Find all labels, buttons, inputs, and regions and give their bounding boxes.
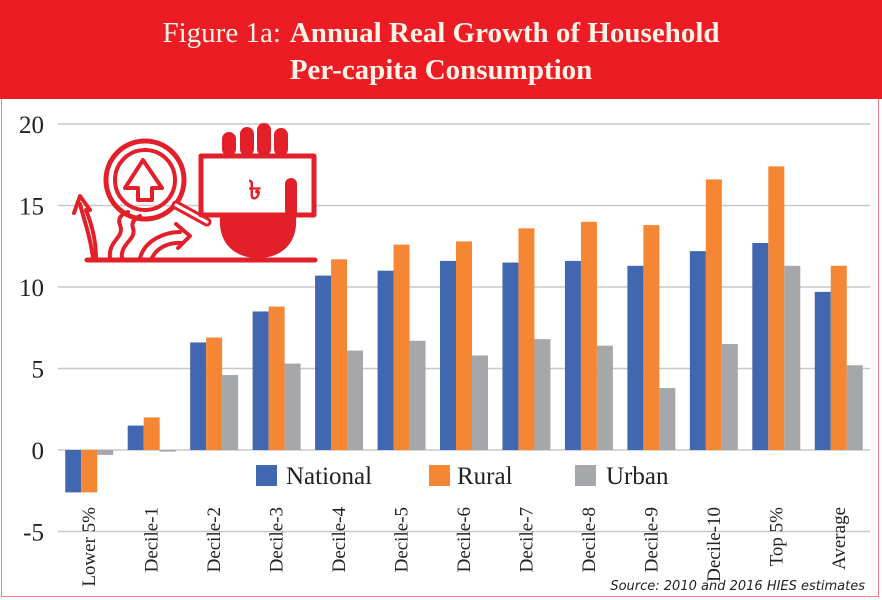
bar-urban bbox=[721, 344, 738, 450]
figure-title-part2: Per-capita Consumption bbox=[289, 54, 593, 86]
bar-group bbox=[689, 179, 738, 451]
bar-urban bbox=[97, 450, 114, 455]
x-tick-label: Decile-3 bbox=[267, 507, 288, 572]
bar-national bbox=[190, 342, 207, 450]
x-tick-label: Decile-2 bbox=[204, 507, 225, 572]
bar-urban bbox=[159, 450, 176, 452]
x-tick-label: Decile-5 bbox=[392, 507, 413, 572]
legend-swatch-national bbox=[256, 465, 277, 486]
bar-rural bbox=[768, 166, 785, 450]
bar-national bbox=[814, 291, 831, 450]
bar-national bbox=[689, 251, 706, 450]
taka-symbol-icon: ৳ bbox=[249, 176, 262, 206]
bar-rural bbox=[580, 221, 597, 450]
figure-number: Figure 1a: bbox=[162, 17, 281, 49]
bar-rural bbox=[518, 228, 535, 450]
bar-rural bbox=[143, 417, 160, 450]
figure-title-part1: Annual Real Growth of Household bbox=[289, 17, 720, 49]
bar-group bbox=[252, 306, 301, 450]
y-tick-label: 0 bbox=[32, 438, 45, 465]
legend-swatch-rural bbox=[429, 465, 450, 486]
x-tick-label: Decile-1 bbox=[142, 507, 163, 572]
x-tick-label: Decile-9 bbox=[641, 507, 662, 572]
x-tick-label: Decile-6 bbox=[454, 507, 475, 572]
bar-rural bbox=[268, 306, 285, 450]
bar-urban bbox=[659, 388, 676, 450]
chart-frame bbox=[1, 99, 879, 597]
bar-group bbox=[752, 166, 801, 450]
bar-national bbox=[65, 450, 82, 493]
x-tick-label: Average bbox=[829, 507, 850, 570]
bar-urban bbox=[534, 339, 551, 450]
bar-national bbox=[377, 270, 394, 450]
y-tick-label: 20 bbox=[19, 112, 44, 139]
bar-national bbox=[127, 425, 144, 450]
bar-group bbox=[627, 225, 676, 450]
bar-national bbox=[627, 265, 644, 450]
y-tick-label: 5 bbox=[32, 357, 45, 384]
bar-group bbox=[127, 417, 176, 452]
growth-magnifier-taka-hand-icon: ৳ bbox=[72, 123, 318, 263]
y-tick-label: -5 bbox=[23, 520, 44, 547]
x-axis-labels: Lower 5% Decile-1 Decile-2 Decile-3 Decile-4… bbox=[79, 507, 850, 587]
bar-rural bbox=[830, 265, 847, 450]
bar-urban bbox=[222, 375, 239, 450]
bar-urban bbox=[784, 265, 801, 450]
legend-label-urban: Urban bbox=[606, 463, 669, 490]
bar-national bbox=[502, 262, 519, 450]
bars bbox=[65, 166, 863, 493]
x-tick-label: Decile-4 bbox=[329, 507, 350, 573]
bar-urban bbox=[409, 340, 426, 450]
bar-rural bbox=[643, 225, 660, 450]
bar-urban bbox=[846, 365, 863, 450]
legend: National Rural Urban bbox=[256, 463, 669, 490]
bar-group bbox=[315, 259, 364, 450]
figure-header: Figure 1a: Annual Real Growth of Househo… bbox=[0, 0, 882, 99]
y-axis-ticks: -5 0 5 10 15 20 bbox=[19, 112, 44, 547]
legend-swatch-urban bbox=[575, 465, 596, 486]
bar-urban bbox=[472, 355, 488, 450]
x-tick-label: Lower 5% bbox=[79, 507, 100, 587]
legend-label-rural: Rural bbox=[457, 463, 513, 490]
bar-group bbox=[440, 241, 488, 450]
bar-rural bbox=[206, 337, 223, 450]
legend-label-national: National bbox=[286, 463, 372, 490]
y-tick-label: 15 bbox=[19, 194, 44, 221]
figure-title-line2: Per-capita Consumption bbox=[0, 53, 882, 87]
figure-title-line1: Figure 1a: Annual Real Growth of Househo… bbox=[0, 16, 882, 50]
bar-rural bbox=[81, 450, 98, 493]
bar-urban bbox=[347, 350, 364, 450]
bar-group bbox=[65, 450, 114, 493]
x-tick-label: Decile-7 bbox=[516, 507, 537, 572]
x-tick-label: Decile-10 bbox=[704, 507, 725, 582]
bar-urban bbox=[596, 345, 613, 450]
bar-group bbox=[814, 265, 863, 450]
bar-group bbox=[190, 337, 239, 450]
bar-rural bbox=[705, 179, 722, 451]
source-note: Source: 2010 and 2016 HIES estimates bbox=[610, 579, 865, 594]
bar-national bbox=[315, 275, 332, 450]
bar-rural bbox=[331, 259, 348, 450]
bar-national bbox=[752, 242, 769, 450]
x-tick-label: Decile-8 bbox=[579, 507, 600, 572]
bar-national bbox=[440, 260, 456, 450]
bar-group bbox=[564, 221, 613, 450]
bar-national bbox=[252, 311, 269, 450]
bar-rural bbox=[456, 241, 472, 450]
x-tick-label: Top 5% bbox=[766, 507, 787, 567]
bar-rural bbox=[393, 244, 410, 450]
bar-group bbox=[502, 228, 551, 450]
bar-national bbox=[564, 260, 581, 450]
bar-urban bbox=[284, 363, 301, 450]
bar-group bbox=[377, 244, 426, 450]
y-tick-label: 10 bbox=[19, 275, 44, 302]
